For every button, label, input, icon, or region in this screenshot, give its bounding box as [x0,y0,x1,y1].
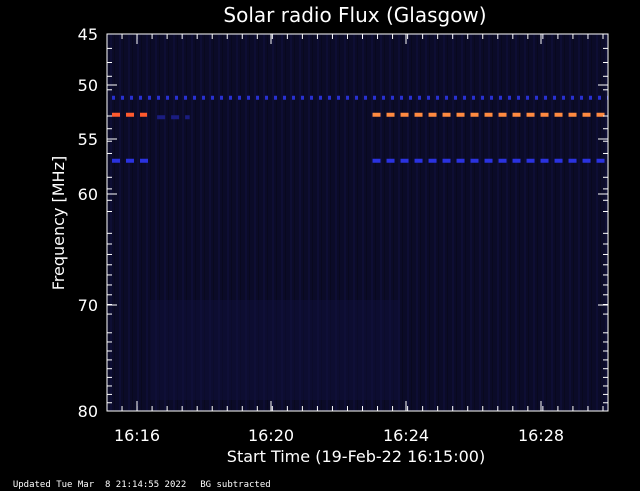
y-tick-label: 45 [78,25,98,44]
x-tick: 16:24 [383,34,429,445]
y-tick-label: 55 [78,130,98,149]
spectrogram-haze [150,300,400,400]
y-tick: 45 [78,25,608,44]
plot-area [106,33,609,412]
x-tick: 16:28 [518,34,564,445]
footer: Updated Tue Mar 8 21:14:55 2022 BG subtra… [2,469,285,491]
y-axis-label: Frequency [MHz] [49,156,68,290]
y-tick: 70 [78,296,608,315]
x-tick: 16:16 [114,34,160,445]
plot-frame [106,33,609,412]
y-tick: 60 [78,185,608,204]
y-axis: 45 50 55 60 70 80 [78,25,608,421]
bg-subtracted-note: BG subtracted [200,480,271,490]
x-tick-label: 16:24 [383,426,429,445]
y-tick: 55 [78,130,608,149]
x-tick: 16:20 [248,34,294,445]
x-axis: 16:16 16:20 16:24 16:28 [114,34,564,445]
x-axis-label: Start Time (19-Feb-22 16:15:00) [227,447,485,466]
y-tick: 80 [78,402,608,421]
y-tick-label: 80 [78,402,98,421]
y-tick-label: 60 [78,185,98,204]
y-tick-label: 70 [78,296,98,315]
x-tick-label: 16:20 [248,426,294,445]
y-tick-label: 50 [78,76,98,95]
x-tick-label: 16:28 [518,426,564,445]
x-tick-label: 16:16 [114,426,160,445]
updated-timestamp: Updated Tue Mar 8 21:14:55 2022 [12,480,187,490]
spectrogram-chart: Solar radio Flux (Glasgow) 45 50 55 60 [49,3,609,466]
y-tick: 50 [78,76,608,95]
chart-title: Solar radio Flux (Glasgow) [223,3,486,27]
emission-features [112,95,608,163]
